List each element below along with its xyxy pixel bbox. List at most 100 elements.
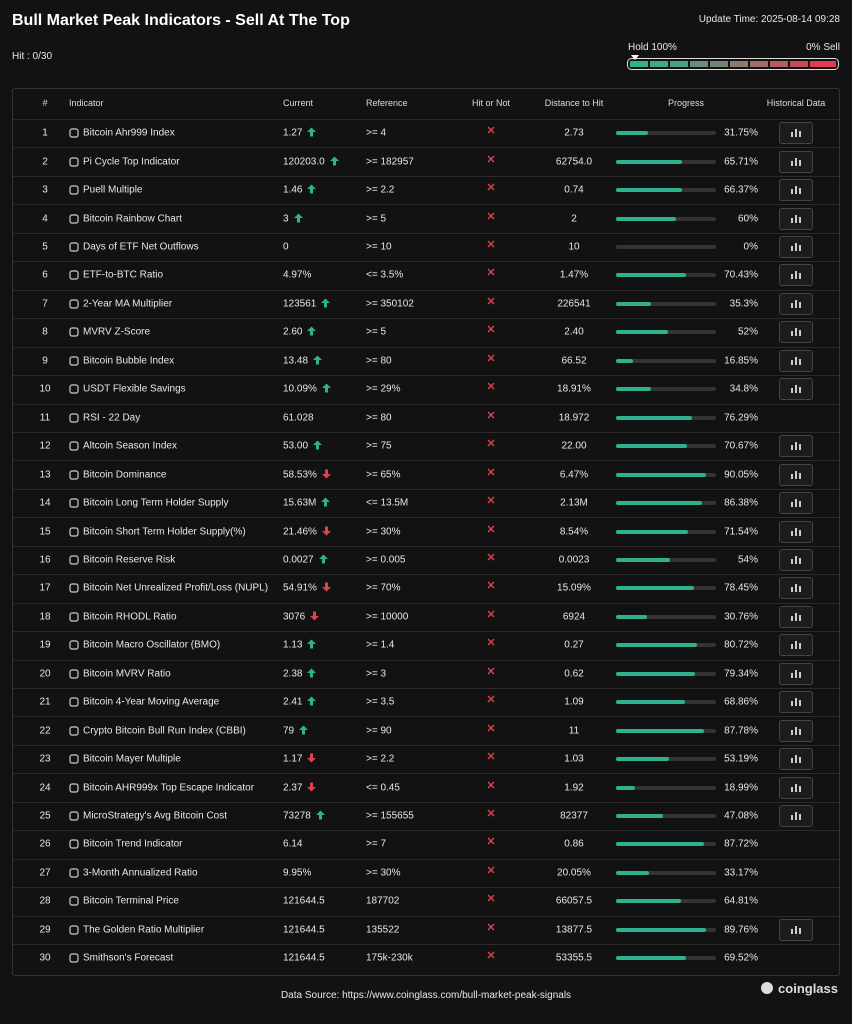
historical-data-button[interactable] <box>779 349 813 372</box>
not-hit-icon <box>487 752 495 760</box>
column-header: Hit or Not <box>471 98 510 108</box>
current-value: 0.0027 <box>283 554 328 565</box>
historical-data-button[interactable] <box>779 207 813 230</box>
historical-data-button[interactable] <box>779 918 813 941</box>
row-number: 2 <box>42 156 48 168</box>
indicator-icon <box>69 583 79 594</box>
historical-data-button[interactable] <box>779 719 813 742</box>
historical-data-button[interactable] <box>779 378 813 401</box>
historical-data-button[interactable] <box>779 605 813 628</box>
progress-track <box>616 927 716 932</box>
current-text: 2.38 <box>283 668 303 680</box>
gauge-segments <box>630 61 836 67</box>
trend-down-arrow <box>321 469 331 479</box>
progress-track <box>616 956 716 961</box>
historical-data-button[interactable] <box>779 435 813 458</box>
update-time: Update Time: 2025-08-14 09:28 <box>698 14 840 25</box>
indicator-icon <box>69 811 79 821</box>
progress-label: 18.99% <box>724 782 758 794</box>
row-number: 5 <box>42 241 48 253</box>
current-value: 2.37 <box>283 782 317 793</box>
distance-to-hit: 2.73 <box>564 127 584 139</box>
row-number: 1 <box>42 127 48 139</box>
column-header: Distance to Hit <box>544 98 604 108</box>
distance-to-hit: 18.972 <box>558 412 590 424</box>
historical-data-button[interactable] <box>779 805 813 828</box>
historical-data-button[interactable] <box>779 179 813 202</box>
chart-icon <box>791 527 801 536</box>
current-value: 1.46 <box>283 184 317 196</box>
historical-data-button[interactable] <box>779 520 813 543</box>
chart-icon <box>791 470 801 479</box>
chart-icon <box>791 385 801 394</box>
distance-to-hit: 6924 <box>562 611 586 623</box>
indicator-name: Bitcoin Short Term Holder Supply(%) <box>83 526 246 538</box>
historical-data-button[interactable] <box>779 691 813 714</box>
historical-data-button[interactable] <box>779 492 813 515</box>
indicator-icon <box>69 782 79 793</box>
historical-data-button[interactable] <box>779 634 813 657</box>
progress-bar <box>616 643 697 648</box>
historical-data-button[interactable] <box>779 321 813 344</box>
progress-label: 60% <box>737 213 758 225</box>
historical-data-button[interactable] <box>779 463 813 486</box>
brand: coinglass <box>760 981 838 996</box>
indicator-name: Days of ETF Net Outflows <box>83 241 199 253</box>
progress-label: 80.72% <box>724 639 758 651</box>
row-number: 18 <box>39 611 51 623</box>
progress-track <box>616 188 716 193</box>
indicator-name: 3-Month Annualized Ratio <box>83 867 198 879</box>
historical-data-button[interactable] <box>779 662 813 685</box>
chart-icon <box>791 157 801 166</box>
current-text: 73278 <box>283 810 311 822</box>
reference: >= 350102 <box>366 298 414 310</box>
row-number: 28 <box>39 895 51 907</box>
indicator-icon <box>69 242 79 252</box>
progress-bar <box>616 614 647 619</box>
row-number: 14 <box>39 497 51 509</box>
distance-to-hit: 8.54% <box>559 526 589 538</box>
distance-to-hit: 20.05% <box>557 867 591 879</box>
historical-data-button[interactable] <box>779 264 813 287</box>
row-number: 16 <box>39 554 51 566</box>
current-value: 6.14 <box>283 839 302 850</box>
row-separator <box>13 318 839 320</box>
progress-bar <box>616 870 650 875</box>
row-number: 10 <box>39 383 51 395</box>
not-hit-icon <box>487 610 495 618</box>
historical-data-button[interactable] <box>779 577 813 600</box>
row-number: 24 <box>39 782 51 794</box>
trend-up-arrow <box>293 213 303 223</box>
progress-track <box>616 814 716 819</box>
trend-up-arrow <box>321 383 331 393</box>
historical-data-button[interactable] <box>779 150 813 173</box>
reference: >= 182957 <box>366 156 414 168</box>
row-separator <box>13 488 839 490</box>
chart-icon <box>791 442 801 451</box>
not-hit-icon <box>487 325 495 333</box>
progress-track <box>616 757 716 762</box>
historical-data-button[interactable] <box>779 776 813 799</box>
trend-up-arrow <box>313 355 323 365</box>
progress-label: 66.37% <box>724 184 758 196</box>
chart-icon <box>791 271 801 280</box>
historical-data-button[interactable] <box>779 236 813 259</box>
progress-label: 76.29% <box>724 412 758 424</box>
not-hit-icon <box>487 553 495 561</box>
chart-icon <box>791 755 801 764</box>
historical-data-button[interactable] <box>779 292 813 315</box>
current-text: 54.91% <box>283 582 317 594</box>
historical-data-button[interactable] <box>779 548 813 571</box>
progress-bar <box>616 671 696 676</box>
reference: >= 0.005 <box>366 554 406 566</box>
indicator-name: Bitcoin Reserve Risk <box>83 554 176 566</box>
historical-data-button[interactable] <box>779 748 813 771</box>
indicator-icon <box>69 128 79 138</box>
row-separator <box>13 659 839 661</box>
historical-data-button[interactable] <box>779 122 813 145</box>
progress-track <box>616 614 716 619</box>
progress-label: 16.85% <box>724 355 758 367</box>
progress-label: 52% <box>737 326 758 338</box>
chart-icon <box>791 812 801 821</box>
gauge-pointer <box>631 55 639 60</box>
